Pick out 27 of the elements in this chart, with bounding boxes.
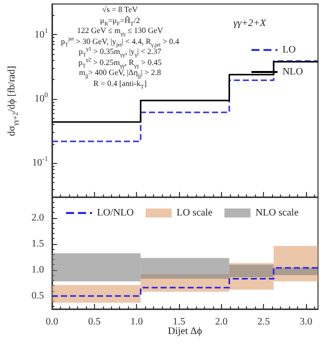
x-tick-label: 2.0 — [215, 316, 228, 328]
legend-label: LO/NLO — [97, 208, 134, 218]
legend-label: NLO scale — [255, 208, 300, 218]
legend-label: LO scale — [176, 208, 214, 218]
y-tick-label: 1.0 — [32, 264, 44, 276]
y-tick-label: 10$^{0}$ — [34, 91, 48, 105]
y-tick-label: 2.0 — [32, 212, 44, 224]
x-tick-label: 0.5 — [88, 316, 101, 328]
y-tick-label: 10$^{-1}$ — [32, 156, 48, 169]
legend-label: LO — [282, 44, 296, 56]
x-tick-label: 0.0 — [46, 316, 58, 328]
legend-label: NLO — [282, 66, 304, 78]
x-tick-label: 2.5 — [257, 316, 270, 328]
y-tick-label: 1.5 — [32, 238, 44, 250]
annotation: R = 0.4 [anti-k$_{T}$] — [92, 78, 148, 90]
y-tick-label: 10$^{1}$ — [34, 26, 48, 40]
annotation: μ$_{R}$=μ$_{F}$=Ĥ$_{T}$/2 — [99, 16, 141, 28]
legend-title: γγ+2+X — [234, 18, 266, 29]
annotation: p$_{T}$$^{γ2}$ > 0.25m$_{γγ}$, R$_{γγ}$ > 0.45 — [77, 56, 163, 70]
x-axis-title: Dijet Δϕ — [168, 326, 202, 337]
y-tick-label: 0.5 — [32, 290, 44, 302]
x-tick-label: 1.5 — [172, 316, 186, 328]
x-tick-label: 1.0 — [130, 316, 143, 328]
annotation: m$_{jj}$> 400 GeV, |Δη$_{jj}$| > 2.8 — [78, 68, 162, 80]
annotation: 122 GeV ≤ m$_{γγ}$ ≤ 130 GeV — [76, 26, 164, 38]
annotation: √s = 8 TeV — [101, 5, 139, 16]
x-tick-label: 3.0 — [300, 316, 312, 328]
